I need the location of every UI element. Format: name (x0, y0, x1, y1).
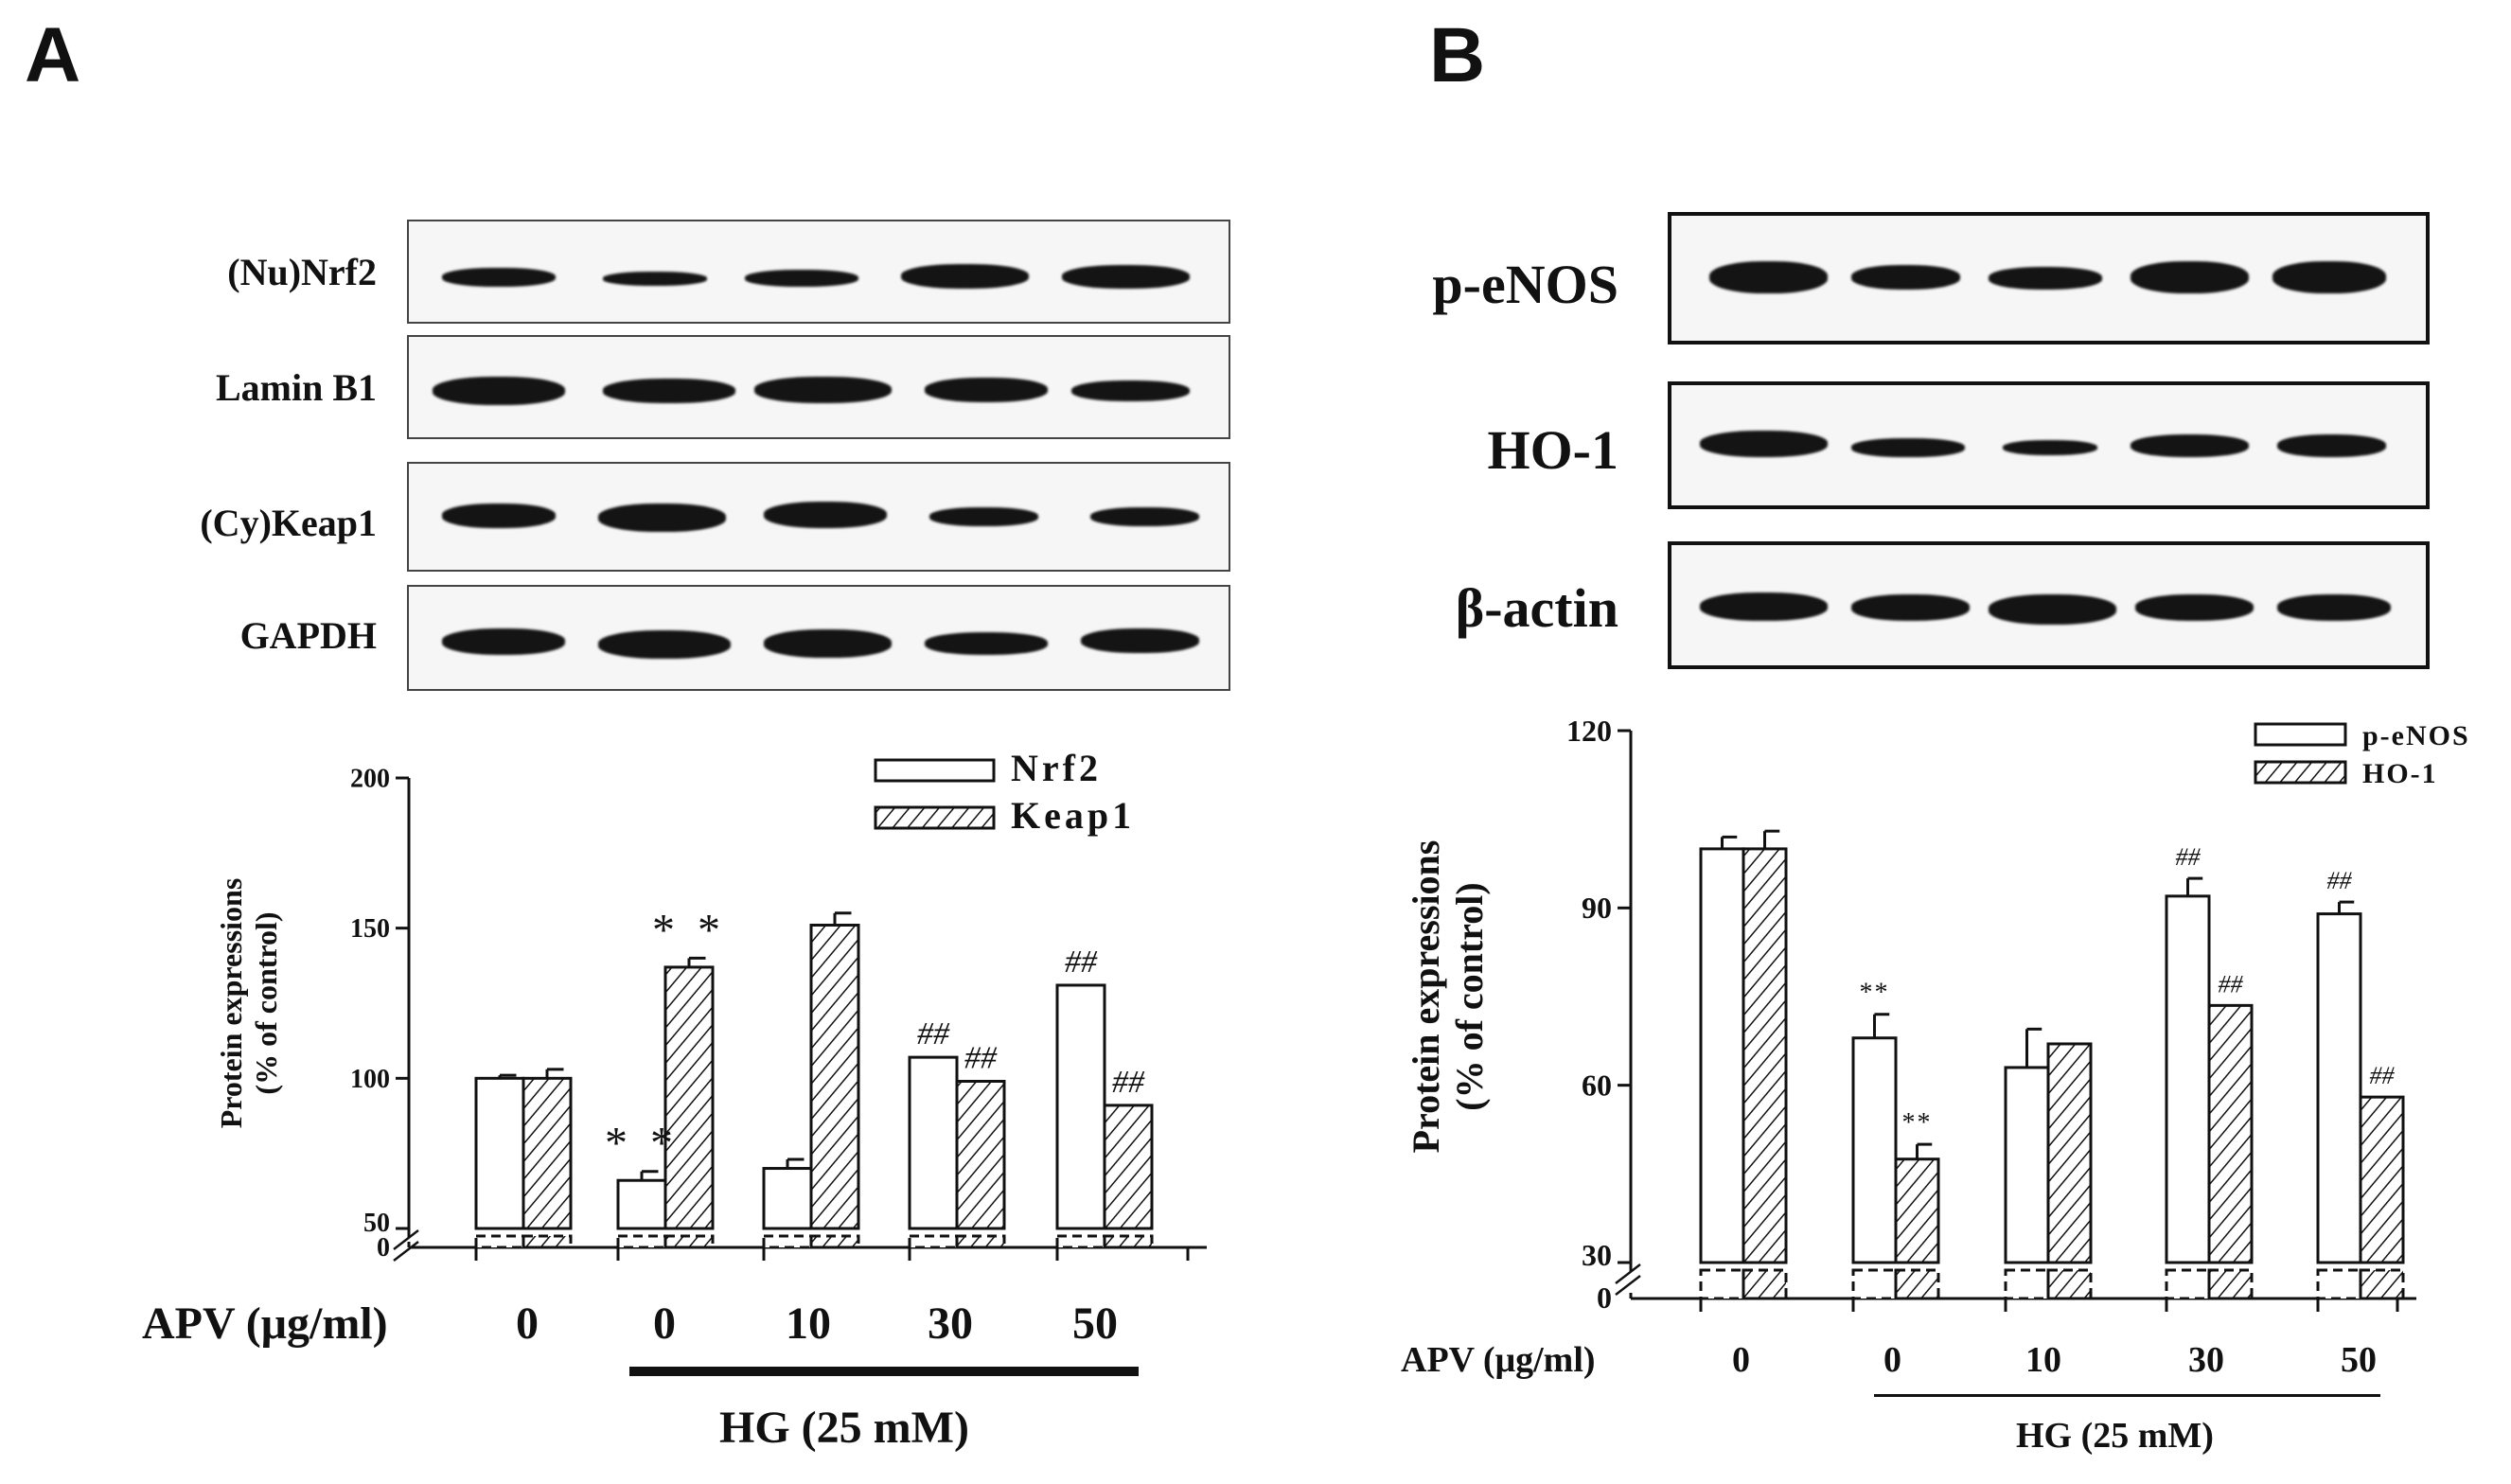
chart-b-axis-break-mark (1615, 1275, 1641, 1296)
chart-b-annotation: ** (1902, 1108, 1933, 1138)
blot-label-ho-1: HO-1 (1487, 419, 1618, 481)
blot-nrf2 (407, 220, 1230, 324)
chart-a-y-tick-label: 100 (350, 1065, 390, 1094)
chart-b-legend-label: HO-1 (2362, 758, 2438, 789)
hg-label-b: HG (25 mM) (2016, 1416, 2214, 1456)
chart-a-bar-Keap1-1 (663, 965, 715, 1230)
dose-a-1: 0 (516, 1298, 539, 1349)
chart-b-annotation: ## (2327, 867, 2353, 894)
chart-a-axis-break-mark (393, 1241, 419, 1262)
apv-label-b: APV (μg/ml) (1401, 1340, 1596, 1380)
chart-a-legend-label: Keap1 (1011, 794, 1135, 837)
chart-a-annotation: * * (605, 1119, 679, 1169)
chart-b-y-axis-label: Protein expressions(% of control) (1405, 840, 1491, 1154)
chart-a-y-axis-label: Protein expressions(% of control) (214, 878, 283, 1129)
blot-lamin-b1 (407, 335, 1230, 439)
chart-b-bar-HO-1-2 (2046, 1042, 2093, 1264)
blot-p-enos (1668, 212, 2430, 344)
chart-b-bar-stub (1742, 1268, 1788, 1300)
blot-label-p-enos: p-eNOS (1432, 254, 1618, 315)
chart-a-annotation: ## (1112, 1065, 1145, 1100)
chart-b-y-tick-label: 60 (1582, 1069, 1612, 1103)
blot-keap1 (407, 462, 1230, 572)
dose-a-3: 10 (786, 1298, 831, 1349)
blot-gapdh (407, 585, 1230, 691)
chart-a-bar-stub (663, 1234, 715, 1249)
chart-a-legend-swatch (874, 805, 996, 830)
chart-a-bar-Keap1-2 (809, 923, 860, 1230)
chart-b-bar-HO-1-0 (1742, 847, 1788, 1264)
blot-label-gapdh: GAPDH (239, 614, 377, 657)
chart-b-annotation: ## (2176, 843, 2202, 871)
chart-b-bar-p-eNOS-2 (2004, 1066, 2050, 1264)
chart-a-bar-stub (955, 1234, 1006, 1249)
chart-b-bar-HO-1-1 (1894, 1157, 1940, 1264)
hg-label-a: HG (25 mM) (719, 1403, 969, 1453)
chart-a-annotation: ## (917, 1016, 950, 1051)
chart-a-bar-stub (809, 1234, 860, 1249)
chart-b-bar-p-eNOS-3 (2165, 894, 2211, 1264)
dose-a-5: 50 (1072, 1298, 1118, 1349)
hg-bar-b (1874, 1394, 2380, 1397)
chart-b-y-tick-label: 120 (1566, 714, 1612, 748)
blot-label-nu-nrf2: (Nu)Nrf2 (227, 251, 377, 293)
dose-b-3: 10 (2025, 1340, 2061, 1380)
chart-a-bar-stub (1103, 1234, 1154, 1249)
chart-b-y-tick-label: 90 (1582, 891, 1612, 925)
chart-a-y-tick-label: 50 (363, 1209, 390, 1238)
chart-b-bar-stub (2359, 1268, 2405, 1300)
chart-b-annotation: ** (1860, 979, 1890, 1008)
dose-a-2: 0 (653, 1298, 676, 1349)
chart-b-bar-p-eNOS-0 (1699, 847, 1745, 1264)
blot-label-cy-keap1: (Cy)Keap1 (200, 502, 377, 544)
chart-b-y-tick-label: 0 (1597, 1281, 1612, 1315)
chart-b-legend-swatch (2254, 760, 2347, 785)
chart-a-legend-label: Nrf2 (1011, 747, 1102, 789)
chart-a-legend-swatch (874, 758, 996, 783)
chart-a-bar-stub (522, 1234, 573, 1249)
chart-a-bar-Keap1-4 (1103, 1104, 1154, 1230)
dose-b-4: 30 (2188, 1340, 2224, 1380)
chart-b-annotation: ## (2219, 970, 2244, 998)
chart-b-bar-stub (2046, 1268, 2093, 1300)
chart-b-bar-stub (2004, 1268, 2050, 1300)
hg-bar-a (629, 1367, 1139, 1376)
chart-b-bar-stub (1699, 1268, 1745, 1300)
chart-a-y-tick-label: 200 (350, 765, 390, 794)
blot-label-beta-actin: β-actin (1455, 577, 1618, 639)
chart-b-legend-swatch (2254, 722, 2347, 747)
blot-beta-actin (1668, 541, 2430, 669)
chart-a-axis-break-mark (393, 1229, 419, 1250)
chart-b-bar-stub (1894, 1268, 1940, 1300)
chart-b-bar-stub (2165, 1268, 2211, 1300)
chart-a-annotation: * * (652, 905, 726, 955)
chart-b-bar-p-eNOS-4 (2316, 912, 2362, 1264)
chart-a-annotation: ## (964, 1041, 998, 1076)
dose-b-1: 0 (1732, 1340, 1750, 1380)
chart-b-legend-label: p-eNOS (2362, 720, 2470, 751)
apv-label-a: APV (μg/ml) (142, 1298, 388, 1349)
chart-b-bar-p-eNOS-1 (1851, 1036, 1898, 1264)
chart-b-y-tick-label: 30 (1582, 1238, 1612, 1272)
dose-b-5: 50 (2341, 1340, 2377, 1380)
chart-b-bar-stub (1851, 1268, 1898, 1300)
blot-label-lamin-b1: Lamin B1 (215, 366, 377, 409)
chart-b-axis-break-mark (1615, 1263, 1641, 1284)
dose-a-4: 30 (928, 1298, 973, 1349)
dose-b-2: 0 (1883, 1340, 1901, 1380)
chart-b-bar-HO-1-4 (2359, 1095, 2405, 1264)
chart-a-annotation: ## (1065, 945, 1098, 980)
blot-ho-1 (1668, 381, 2430, 509)
chart-b-bar-stub (2207, 1268, 2254, 1300)
chart-b-bar-HO-1-3 (2207, 1003, 2254, 1264)
chart-b-bar-stub (2316, 1268, 2362, 1300)
chart-a-bar-Keap1-3 (955, 1080, 1006, 1230)
chart-a-y-tick-label: 150 (350, 914, 390, 944)
chart-a-y-tick-label: 0 (377, 1233, 390, 1263)
panel-b-letter: B (1429, 12, 1486, 98)
panel-a-letter: A (25, 12, 81, 98)
chart-b-annotation: ## (2370, 1062, 2396, 1089)
